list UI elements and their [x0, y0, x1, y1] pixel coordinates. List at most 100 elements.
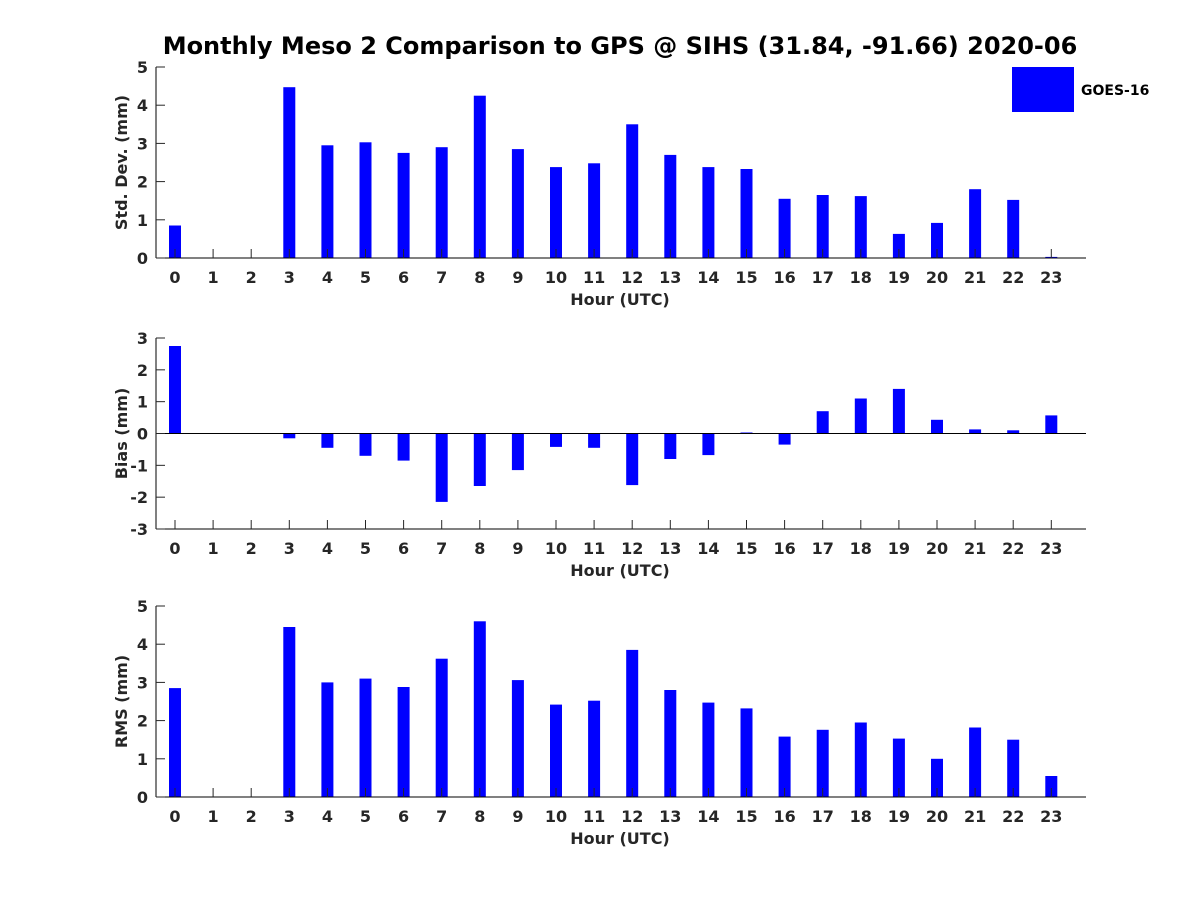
bar-bias-hour-12 — [626, 433, 639, 486]
bar-std-dev-hour-10 — [550, 167, 562, 258]
x-tick-label: 14 — [697, 268, 719, 287]
y-tick-label: 3 — [137, 329, 148, 348]
bar-rms-hour-23 — [1045, 776, 1058, 797]
y-tick-label: -3 — [130, 520, 148, 539]
bar-std-dev-hour-7 — [435, 147, 448, 258]
bar-rms-hour-20 — [931, 758, 943, 797]
x-tick-label: 9 — [512, 539, 523, 558]
x-tick-label: 1 — [208, 539, 219, 558]
x-tick-label: 13 — [659, 807, 681, 826]
bar-rms-hour-0 — [169, 688, 181, 797]
y-axis-label: Std. Dev. (mm) — [112, 95, 131, 230]
x-tick-label: 16 — [773, 268, 795, 287]
x-tick-label: 19 — [888, 807, 910, 826]
x-tick-label: 23 — [1040, 268, 1062, 287]
bar-bias-hour-3 — [283, 433, 296, 439]
bar-bias-hour-20 — [931, 419, 943, 434]
x-tick-label: 15 — [735, 268, 757, 287]
bar-rms-hour-11 — [588, 700, 601, 797]
bar-bias-hour-11 — [588, 433, 601, 448]
x-axis-label: Hour (UTC) — [570, 290, 670, 309]
bar-std-dev-hour-12 — [626, 124, 639, 258]
x-tick-label: 6 — [398, 539, 409, 558]
y-tick-label: 5 — [137, 597, 148, 616]
bar-bias-hour-23 — [1045, 415, 1058, 434]
bar-std-dev-hour-5 — [359, 142, 372, 258]
bar-std-dev-hour-20 — [931, 222, 943, 258]
x-tick-label: 22 — [1002, 268, 1024, 287]
y-tick-label: 1 — [137, 393, 148, 412]
x-tick-label: 0 — [169, 539, 180, 558]
x-tick-label: 21 — [964, 268, 986, 287]
bar-rms-hour-19 — [892, 738, 905, 797]
x-tick-label: 4 — [322, 268, 333, 287]
bar-rms-hour-12 — [626, 649, 639, 797]
x-tick-label: 20 — [926, 539, 948, 558]
y-tick-label: 1 — [137, 750, 148, 769]
bar-rms-hour-4 — [321, 682, 334, 797]
bar-bias-hour-16 — [778, 433, 791, 445]
bar-std-dev-hour-11 — [588, 163, 601, 258]
bar-std-dev-hour-15 — [740, 169, 753, 258]
bar-std-dev-hour-19 — [892, 233, 905, 258]
x-tick-label: 21 — [964, 539, 986, 558]
x-tick-label: 20 — [926, 268, 948, 287]
x-tick-label: 22 — [1002, 807, 1024, 826]
bar-std-dev-hour-3 — [283, 87, 296, 258]
bar-bias-hour-7 — [435, 433, 448, 502]
x-axis-label: Hour (UTC) — [570, 829, 670, 848]
y-tick-label: 2 — [137, 173, 148, 192]
y-axis-label: Bias (mm) — [112, 388, 131, 480]
bar-bias-hour-17 — [816, 411, 829, 434]
bar-std-dev-hour-22 — [1007, 199, 1020, 258]
x-tick-label: 13 — [659, 268, 681, 287]
bar-std-dev-hour-18 — [854, 196, 867, 258]
bar-std-dev-hour-8 — [473, 95, 486, 258]
x-tick-label: 6 — [398, 268, 409, 287]
bar-std-dev-hour-21 — [969, 189, 982, 258]
legend: GOES-16 — [1012, 67, 1149, 112]
x-tick-label: 12 — [621, 268, 643, 287]
y-tick-label: 4 — [137, 96, 148, 115]
bar-std-dev-hour-4 — [321, 145, 334, 258]
x-tick-label: 1 — [208, 807, 219, 826]
x-tick-label: 8 — [474, 807, 485, 826]
y-tick-label: -1 — [130, 456, 148, 475]
x-tick-label: 4 — [322, 807, 333, 826]
x-tick-label: 1 — [208, 268, 219, 287]
x-tick-label: 10 — [545, 268, 567, 287]
x-tick-label: 10 — [545, 539, 567, 558]
x-tick-label: 2 — [246, 268, 257, 287]
bar-rms-hour-6 — [397, 687, 410, 797]
y-tick-label: 0 — [137, 425, 148, 444]
x-tick-label: 8 — [474, 539, 485, 558]
x-tick-label: 19 — [888, 539, 910, 558]
x-tick-label: 7 — [436, 807, 447, 826]
bar-bias-hour-4 — [321, 433, 334, 448]
y-axis-label: RMS (mm) — [112, 655, 131, 748]
x-tick-label: 11 — [583, 268, 605, 287]
x-tick-label: 20 — [926, 807, 948, 826]
x-tick-label: 3 — [284, 807, 295, 826]
bar-std-dev-hour-0 — [169, 225, 181, 258]
x-tick-label: 19 — [888, 268, 910, 287]
x-tick-label: 22 — [1002, 539, 1024, 558]
x-tick-label: 9 — [512, 268, 523, 287]
bar-rms-hour-13 — [664, 690, 677, 797]
y-tick-label: 5 — [137, 58, 148, 77]
bar-rms-hour-10 — [550, 704, 562, 797]
bar-bias-hour-10 — [550, 433, 562, 447]
x-tick-label: 18 — [850, 539, 872, 558]
x-tick-label: 11 — [583, 539, 605, 558]
bar-rms-hour-3 — [283, 627, 296, 797]
x-tick-label: 7 — [436, 268, 447, 287]
bar-bias-hour-8 — [473, 433, 486, 486]
x-tick-label: 0 — [169, 268, 180, 287]
x-tick-label: 5 — [360, 807, 371, 826]
bar-bias-hour-21 — [969, 429, 982, 434]
x-tick-label: 21 — [964, 807, 986, 826]
x-axis-label: Hour (UTC) — [570, 561, 670, 580]
bar-std-dev-hour-6 — [397, 152, 410, 258]
y-tick-label: 4 — [137, 635, 148, 654]
